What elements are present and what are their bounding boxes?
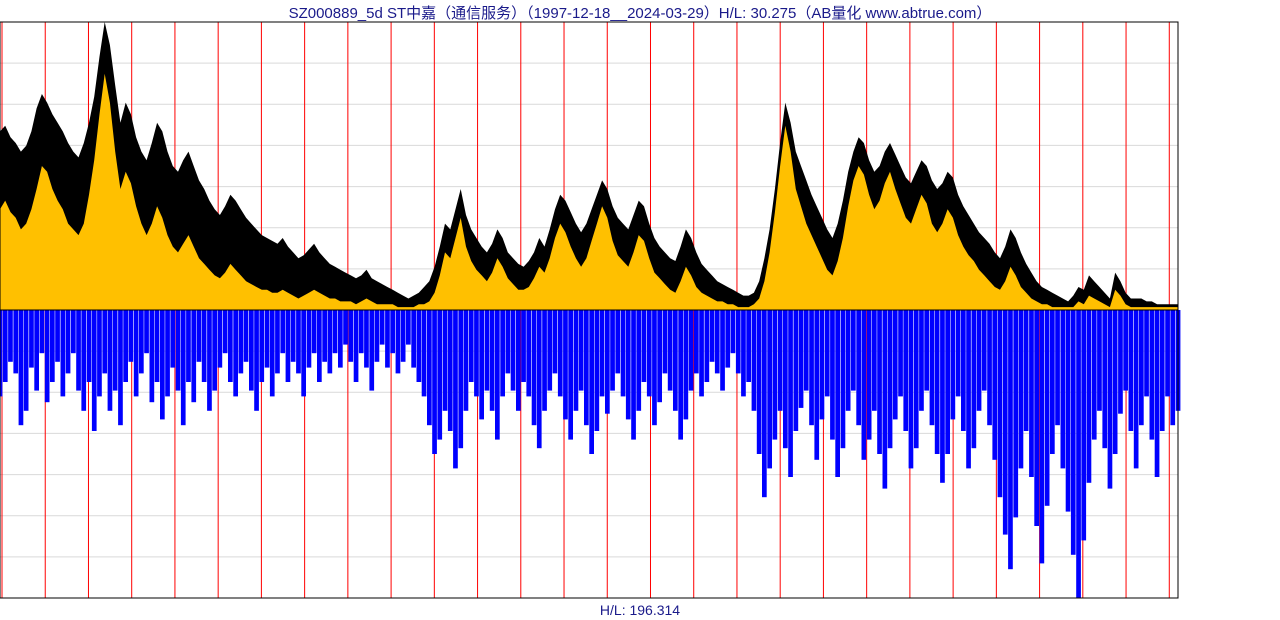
chart-canvas bbox=[0, 0, 1280, 620]
stock-chart: SZ000889_5d ST中嘉（通信服务）（1997-12-18__2024-… bbox=[0, 0, 1280, 620]
chart-title: SZ000889_5d ST中嘉（通信服务）（1997-12-18__2024-… bbox=[0, 2, 1280, 23]
chart-bottom-label: H/L: 196.314 bbox=[0, 602, 1280, 618]
